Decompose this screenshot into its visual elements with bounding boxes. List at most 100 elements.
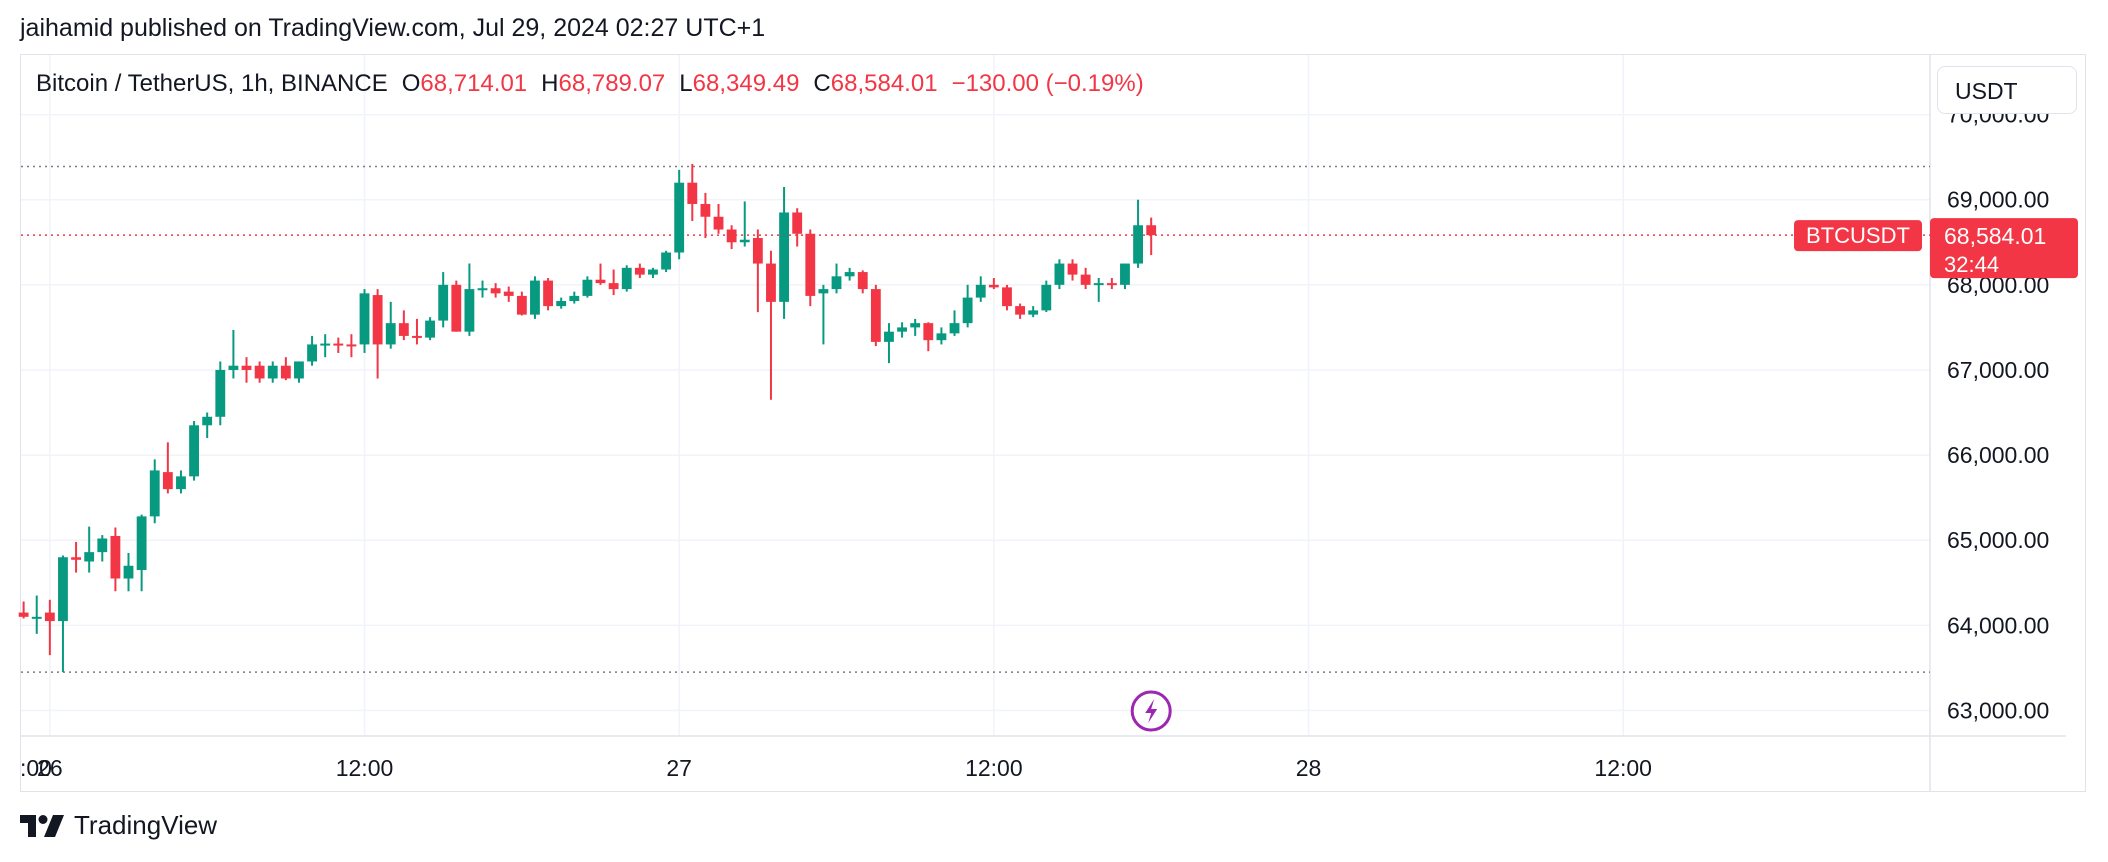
candle-up [936, 327, 947, 345]
candle-down [792, 208, 803, 247]
candle-down [412, 318, 422, 345]
candle-body [451, 284, 462, 332]
candle-body [687, 182, 698, 204]
candle-body [988, 284, 999, 288]
candle-body [58, 557, 68, 622]
candle-body [844, 272, 855, 277]
price-badge [1930, 218, 2078, 279]
candle-down [634, 263, 645, 279]
candle-body [516, 295, 527, 315]
candle-body [294, 361, 304, 379]
candle-down [372, 289, 383, 379]
candle-up [320, 334, 331, 358]
candle-up [949, 310, 960, 336]
tradingview-logo-icon[interactable] [20, 814, 66, 837]
candle-body [582, 279, 593, 296]
footer: TradingView [20, 810, 217, 841]
candle-up [530, 276, 540, 319]
candle-down [805, 229, 816, 307]
candle-down [923, 322, 934, 352]
candle-up [582, 276, 593, 298]
candle-up [123, 552, 134, 592]
candle-body [1080, 274, 1091, 285]
open-key: O [401, 70, 421, 97]
candle-up [97, 535, 108, 562]
candle-down [857, 270, 868, 294]
candle-body [713, 216, 724, 230]
candle-body [792, 212, 803, 234]
symbol-name[interactable]: Bitcoin / TetherUS, 1h, BINANCE [36, 70, 388, 97]
time-tick-label: 12:00 [336, 755, 394, 781]
lightning-glyph [1145, 699, 1158, 723]
candle-up [477, 280, 488, 298]
candle-body [71, 557, 81, 560]
candle-body [307, 344, 317, 362]
price-badge-value: 68,584.01 [1944, 223, 2046, 249]
candle-up [910, 318, 921, 336]
candle-up [136, 514, 147, 592]
candle-down [451, 280, 462, 332]
candle-down [1146, 217, 1157, 256]
candle-body [739, 239, 750, 243]
candle-body [910, 323, 921, 328]
footer-brand[interactable]: TradingView [74, 810, 218, 840]
candle-body [648, 269, 658, 275]
candle-down [543, 278, 553, 311]
candle-up [897, 322, 907, 338]
candle-down [988, 278, 999, 290]
price-tick-label: 63,000.00 [1947, 697, 2049, 723]
candle-up [425, 317, 435, 341]
candle-body [1133, 225, 1143, 264]
time-tick-label: 26 [37, 755, 63, 781]
candle-body [215, 369, 226, 417]
candle-down [752, 229, 763, 313]
candle-body [320, 343, 331, 346]
candle-down [490, 283, 501, 298]
candle-body [569, 295, 580, 302]
high-key: H [541, 70, 559, 97]
candle-body [136, 516, 147, 571]
candle-body [936, 333, 947, 341]
candle-up [149, 459, 160, 524]
candle-up [674, 169, 685, 260]
candle-up [1054, 259, 1065, 290]
candle-body [280, 365, 291, 379]
price-tick-label: 69,000.00 [1947, 187, 2049, 213]
candle-down [1106, 278, 1117, 290]
candle-body [700, 203, 711, 217]
candle-body [1106, 283, 1117, 286]
price-tick-label: 64,000.00 [1947, 612, 2049, 638]
change-value: −130.00 (−0.19%) [951, 70, 1144, 97]
candle-body [1093, 283, 1104, 286]
lightning-event-icon [1130, 690, 1172, 732]
low-key: L [679, 70, 693, 97]
candle-body [779, 212, 789, 302]
candle-down [18, 601, 29, 619]
candle-body [44, 612, 55, 622]
candle-body [595, 279, 606, 284]
candle-body [608, 283, 619, 290]
candle-down [254, 361, 265, 383]
candle-body [385, 323, 396, 345]
high-value: 68,789.07 [558, 70, 666, 97]
candle-body [333, 343, 344, 346]
price-badge-countdown: 32:44 [1944, 252, 1999, 277]
candle-up [215, 361, 226, 426]
currency-button[interactable]: USDT [1937, 66, 2077, 114]
candle-body [438, 284, 449, 321]
candle-body [162, 472, 173, 490]
candle-down [280, 357, 291, 381]
price-tick-label: 66,000.00 [1947, 442, 2049, 468]
candle-up [84, 526, 95, 573]
candle-body [1067, 263, 1078, 275]
candle-down [516, 291, 527, 316]
symbol-legend: Bitcoin / TetherUS, 1h, BINANCE O68,714.0… [36, 70, 1158, 98]
close-value: 68,584.01 [830, 70, 938, 97]
candle-up [176, 470, 186, 494]
candle-down [608, 269, 619, 296]
candle-up [831, 263, 842, 294]
candle-body [97, 538, 108, 553]
candle-up [661, 250, 671, 273]
candle-up [307, 335, 317, 366]
